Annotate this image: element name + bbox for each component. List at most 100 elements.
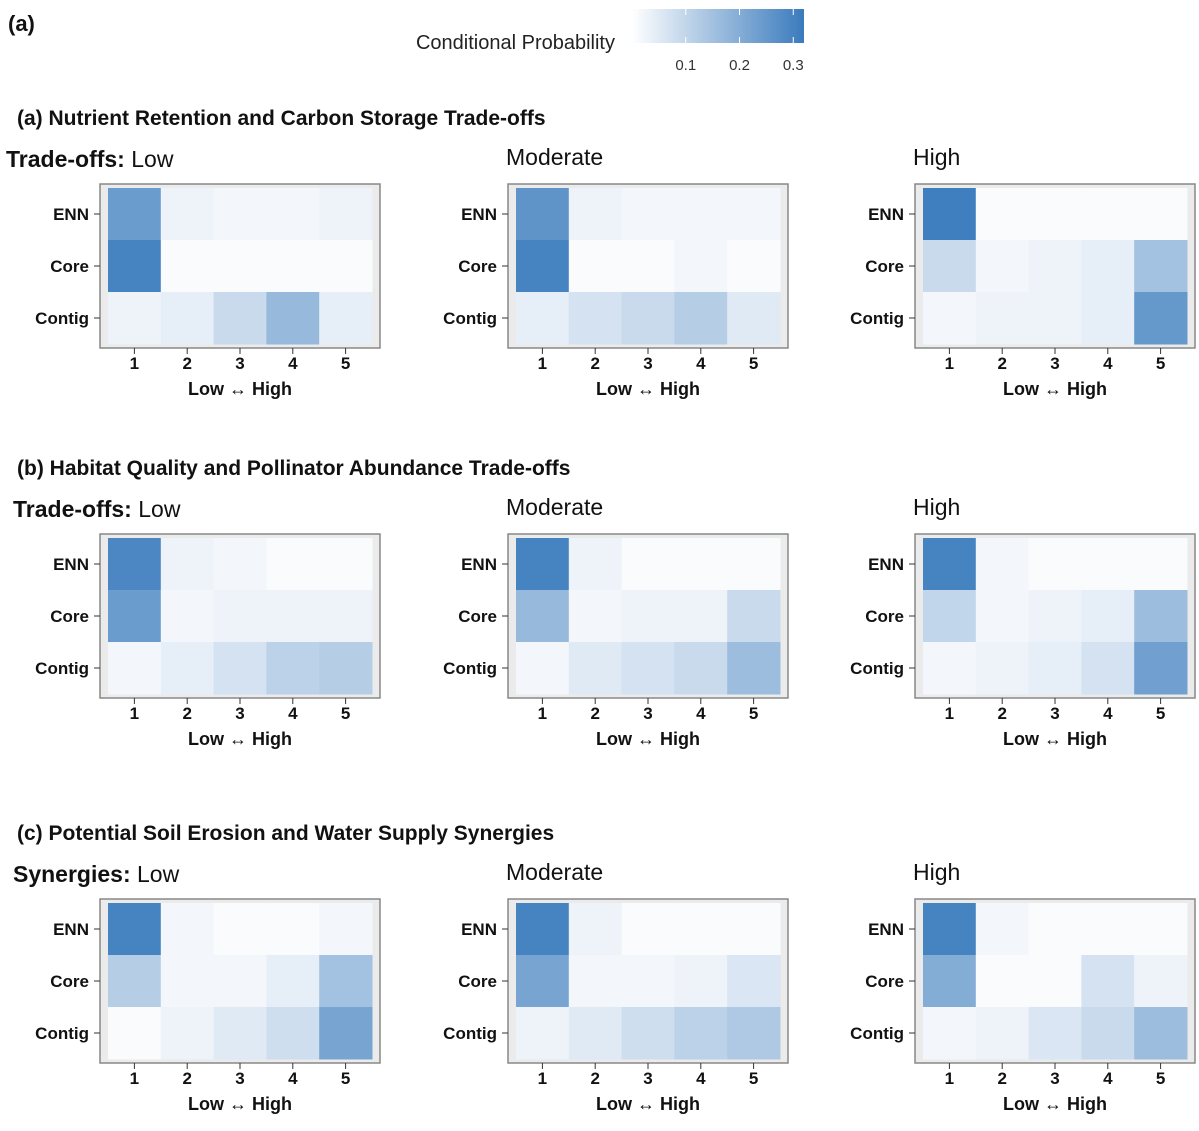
heatmap-cell [975,1007,1030,1060]
x-tick-label: 3 [235,1069,244,1088]
x-tick-label: 2 [182,354,191,373]
heatmap-cell [108,538,162,591]
heatmap-cell [266,903,320,956]
heatmap-cell [1134,538,1188,591]
heatmap-cell [108,903,162,956]
y-tick-label: ENN [461,205,497,224]
legend-ticks: 0.1 0.2 0.3 [675,9,804,74]
x-tick-label: 3 [643,1069,652,1088]
heatmap-panel: High ENN Core Contig 1 2 3 4 5 Low ↔ High [850,494,1196,749]
heatmap-cell [975,188,1030,241]
panel-title-level: Low [138,496,181,522]
x-tick-label: 3 [1050,704,1059,723]
y-tick-label: Contig [850,659,904,678]
heatmap-cell [674,292,728,345]
heatmap-cell [727,240,781,293]
x-tick-label: 3 [1050,1069,1059,1088]
y-tick-label: Core [458,607,497,626]
heatmap-cell [568,188,623,241]
heatmap-cell [160,1007,215,1060]
heatmap-cell [516,292,570,345]
panel-title-prefix: Trade-offs: [13,496,132,522]
heatmap-cell [266,538,320,591]
heatmap-cell [674,955,728,1008]
heatmap-cell [160,538,215,591]
y-tick-label: Core [458,972,497,991]
x-tick-label: 2 [590,354,599,373]
panel-title-prefix: Synergies: [13,861,131,887]
heatmap-cell [568,240,623,293]
heatmap-cell [1081,903,1135,956]
y-tick-label: Core [50,607,89,626]
section-label: (b) [17,457,44,480]
heatmap-cell [923,955,977,1008]
x-tick-label: 3 [643,354,652,373]
heatmap-cell [674,590,728,643]
heatmap-panel: Moderate ENN Core Contig 1 2 3 4 5 Low ↔ High [443,494,789,749]
heatmap-cell [975,538,1030,591]
heatmap-cell [1081,955,1135,1008]
heatmap-cell [319,538,373,591]
heatmap-cell [975,955,1030,1008]
heatmap-cell [727,538,781,591]
heatmap-cell [108,955,162,1008]
y-tick-label: Contig [443,659,497,678]
heatmap-cell [621,642,675,695]
heatmap-cell [1134,642,1188,695]
heatmap-cell [923,903,977,956]
x-tick-label: 1 [130,354,139,373]
panel-title-level: Low [131,146,174,172]
x-tick-label: 5 [749,1069,758,1088]
heatmap-cell [108,292,162,345]
heatmap-cell [160,642,215,695]
section-1: (a) Nutrient Retention and Carbon Storag… [6,107,1196,399]
y-tick-label: Contig [850,309,904,328]
heatmap-cell [516,903,570,956]
panel-title: Moderate [506,859,603,885]
heatmap-cell [568,538,623,591]
y-tick-label: ENN [53,920,89,939]
y-tick-label: Core [865,607,904,626]
heatmap-cell [727,903,781,956]
heatmap-cell [568,903,623,956]
sections: (a) Nutrient Retention and Carbon Storag… [6,107,1196,1114]
heatmap-cell [923,1007,977,1060]
x-axis-label: Low ↔ High [1003,1094,1107,1114]
x-tick-label: 5 [341,1069,350,1088]
heatmap-cell [621,188,675,241]
x-axis-label: Low ↔ High [1003,379,1107,399]
heatmap-cell [266,590,320,643]
y-tick-label: ENN [868,555,904,574]
x-tick-label: 5 [749,704,758,723]
heatmap-cell [1081,240,1135,293]
heatmap-cell [975,240,1030,293]
panel-title: High [913,494,960,520]
heatmap-cell [1081,292,1135,345]
y-tick-label: ENN [53,555,89,574]
legend-tick-label: 0.3 [783,57,804,74]
heatmap-cell [568,955,623,1008]
x-tick-label: 1 [945,1069,954,1088]
heatmap-cell [923,590,977,643]
heatmap-cell [975,903,1030,956]
x-tick-label: 1 [538,1069,547,1088]
y-tick-label: Core [50,257,89,276]
heatmap-cell [621,1007,675,1060]
panel-title-prefix: Trade-offs: [6,146,125,172]
heatmap-panel: High ENN Core Contig 1 2 3 4 5 Low ↔ High [850,859,1196,1114]
section-3: (c) Potential Soil Erosion and Water Sup… [13,822,1196,1114]
heatmap-cell [108,1007,162,1060]
heatmap-cell [674,1007,728,1060]
y-tick-label: Contig [850,1024,904,1043]
heatmap-cell [319,292,373,345]
heatmap-cell [674,903,728,956]
x-tick-label: 1 [130,704,139,723]
y-tick-label: Core [458,257,497,276]
heatmap-cell [923,292,977,345]
x-tick-label: 4 [288,1069,298,1088]
y-tick-label: ENN [868,205,904,224]
heatmap-cell [319,1007,373,1060]
x-tick-label: 1 [538,704,547,723]
heatmap-cell [108,590,162,643]
heatmap-cell [160,292,215,345]
